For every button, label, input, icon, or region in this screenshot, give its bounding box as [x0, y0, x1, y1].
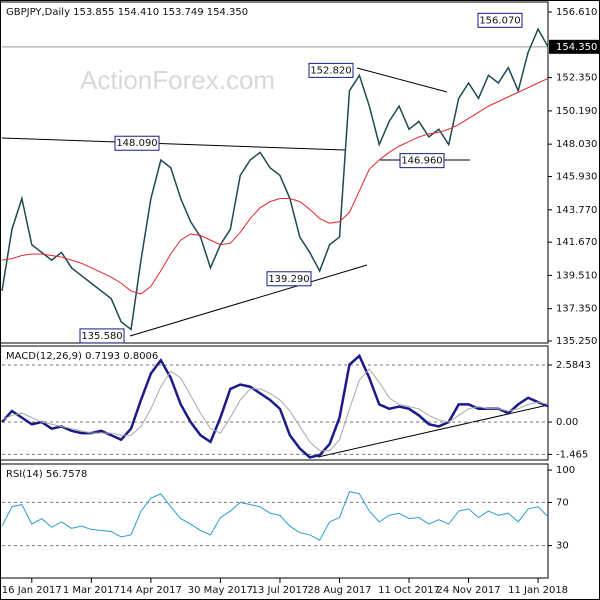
y-tick-label: 150.190	[556, 106, 597, 117]
y-tick-label: 0.00	[556, 417, 578, 428]
last-price-box	[549, 39, 599, 54]
annotation-box	[79, 328, 125, 344]
series-line	[1, 368, 549, 452]
x-tick-label: 14 Apr 2017	[120, 585, 182, 596]
annotation-box	[266, 271, 312, 287]
x-tick-label: 24 Nov 2017	[437, 585, 501, 596]
panel-border	[0, 345, 549, 461]
panel-title: MACD(12,26,9) 0.7193 0.8006	[6, 351, 158, 362]
annotation-label: 135.580	[81, 331, 122, 342]
panel-border	[0, 1, 549, 344]
y-tick-label: 30	[556, 541, 569, 552]
y-tick-label: 100	[556, 465, 575, 476]
panel-title: RSI(14) 56.7578	[6, 469, 87, 480]
annotation-label: 156.070	[479, 15, 520, 26]
x-tick-label: 11 Oct 2017	[378, 585, 440, 596]
y-tick-label: 152.350	[556, 73, 597, 84]
trendline	[317, 404, 549, 458]
trendlines	[1, 67, 549, 458]
annotation-label: 152.820	[310, 65, 351, 76]
x-tick-label: 11 Jan 2018	[508, 585, 568, 596]
watermark: ActionForex.com	[80, 65, 275, 95]
annotation-label: 146.960	[401, 156, 442, 167]
y-tick-label: -1.465	[556, 449, 588, 460]
x-tick-label: 13 Jul 2017	[252, 585, 309, 596]
panel-border	[0, 463, 549, 579]
series-line	[1, 27, 549, 331]
trendline	[356, 67, 448, 93]
annotation-box	[477, 12, 523, 28]
y-tick-label: 135.250	[556, 336, 597, 347]
y-tick-label: 148.030	[556, 139, 597, 150]
last-price-label: 154.350	[556, 42, 597, 53]
annotation-label: 139.290	[268, 274, 309, 285]
x-tick-label: 30 May 2017	[188, 585, 253, 596]
x-tick-label: 1 Mar 2017	[63, 585, 120, 596]
y-tick-label: 70	[556, 497, 569, 508]
y-tick-label: 137.350	[556, 304, 597, 315]
annotation-box	[114, 135, 160, 151]
panel-title: GBPJPY,Daily 153.855 154.410 153.749 154…	[6, 7, 248, 18]
annotation-box	[399, 153, 445, 169]
y-tick-label: 141.670	[556, 237, 597, 248]
series-line	[1, 77, 549, 295]
y-tick-label: 2.5843	[556, 360, 591, 371]
series-line	[1, 491, 549, 541]
y-tick-label: 145.930	[556, 172, 597, 183]
y-tick-label: 156.610	[556, 7, 597, 18]
x-tick-label: 16 Jan 2017	[2, 585, 62, 596]
series-line	[1, 353, 549, 459]
x-tick-label: 28 Aug 2017	[307, 585, 371, 596]
trendline	[129, 264, 368, 337]
y-tick-label: 143.770	[556, 205, 597, 216]
trendline	[1, 137, 346, 151]
annotation-label: 148.090	[116, 138, 157, 149]
y-tick-label: 139.510	[556, 270, 597, 281]
annotation-box	[308, 62, 354, 78]
